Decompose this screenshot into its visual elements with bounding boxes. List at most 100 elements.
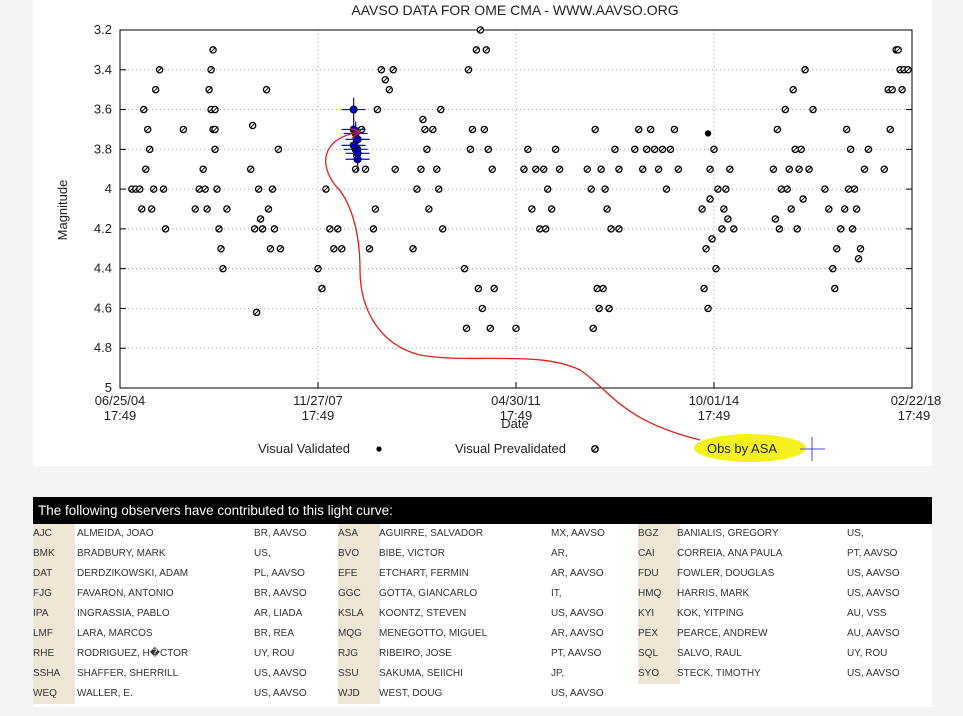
prevalidated-hatch [208,67,214,73]
annotation-arrow [325,131,701,441]
prevalidated-point [831,284,839,293]
observer-code: WJD [338,684,380,704]
prevalidated-point [334,225,342,233]
prevalidated-hatch [838,226,844,232]
prevalidated-point [468,125,477,134]
prevalidated-point [825,205,833,213]
legend: Visual Validated Visual Prevalidated Obs… [258,434,825,462]
prevalidated-hatch [212,127,218,132]
observer-name: CORREIA, ANA PAULA [677,548,783,559]
prevalidated-hatch [604,206,610,212]
asa-marker [353,155,362,164]
observer-code: RHE [33,644,75,664]
prevalidated-hatch [276,146,281,152]
x-tick-time: 17:49 [500,408,533,423]
prevalidated-hatch [895,47,901,53]
prevalidated-point [423,145,431,154]
axes: 3.23.43.63.844.24.44.64.8506/25/0417:491… [94,22,941,423]
prevalidated-hatch [137,186,143,192]
prevalidated-hatch [139,206,145,212]
chart-title: AAVSO DATA FOR OME CMA - WWW.AAVSO.ORG [351,2,678,18]
prevalidated-hatch [481,127,487,132]
prevalidated-point [836,225,845,233]
observer-name: BIBE, VICTOR [379,548,445,559]
prevalidated-point [781,105,790,114]
legend-marker-validated [376,446,382,452]
prevalidated-hatch [367,246,372,252]
table-row: BMK BRADBURY, MARK US, BVO BIBE, VICTOR AR, CA… [33,544,932,564]
prevalidated-point [248,121,257,130]
prevalidated-hatch [224,206,230,212]
light-curve-chart: AAVSO DATA FOR OME CMA - WWW.AAVSO.ORG M… [55,2,941,462]
prevalidated-hatch [392,166,398,172]
x-tick-time: 17:49 [698,408,731,423]
prevalidated-hatch [725,216,731,222]
prevalidated-hatch [468,146,473,152]
prevalidated-hatch [810,107,816,112]
prevalidated-point [674,165,683,173]
prevalidated-point [391,165,399,173]
prevalidated-point [466,145,475,154]
prevalidated-point [789,85,797,94]
prevalidated-point [702,245,710,253]
prevalidated-hatch [464,325,469,331]
observer-name: PEARCE, ANDREW [677,628,768,639]
prevalidated-point [635,125,643,134]
y-tick-label: 4.6 [94,300,112,315]
observer-name: GOTTA, GIANCARLO [379,588,478,599]
annotation-label: Obs by ASA [707,441,777,456]
observer-location: JP, [551,668,565,679]
prevalidated-point [213,185,221,193]
observer-code: SQL [638,644,680,664]
annotation-highlight [694,434,806,462]
prevalidated-hatch [723,186,729,192]
prevalidated-hatch [470,127,475,132]
prevalidated-hatch [331,246,337,252]
observer-name: WALLER, E. [77,688,133,699]
prevalidated-hatch [703,246,709,252]
table-row: LMF LARA, MARCOS BR, REA MQG MENEGOTTO, MIGU… [33,624,932,644]
observer-name: RODRIGUEZ, H�CTOR [77,648,189,659]
prevalidated-point [650,145,659,154]
prevalidated-point [215,225,223,233]
prevalidated-hatch [616,166,622,172]
prevalidated-point [314,264,322,273]
prevalidated-hatch [786,166,792,172]
prevalidated-point [793,225,801,233]
prevalidated-point [361,165,370,173]
prevalidated-point [844,185,853,193]
observer-name: WEST, DOUG [379,688,443,699]
prevalidated-point [274,145,283,154]
prevalidated-point [587,185,595,193]
prevalidated-hatch [788,206,794,212]
observer-location: IT, [551,588,562,599]
prevalidated-point [268,185,277,193]
observer-code: BVO [338,544,380,564]
prevalidated-hatch [881,166,887,172]
prevalidated-hatch [866,146,871,152]
observer-code: BGZ [638,524,680,544]
prevalidated-hatch [440,226,446,232]
prevalidated-point [615,165,623,173]
prevalidated-point [615,225,623,233]
prevalidated-point [373,105,382,114]
observer-code: AJC [33,524,75,544]
prevalidated-hatch [664,186,669,192]
prevalidated-hatch [707,166,713,172]
observer-location: US, AAVSO [847,568,900,579]
x-tick-date: 06/25/04 [95,393,146,408]
prevalidated-point [864,145,873,154]
prevalidated-hatch [800,196,806,202]
prevalidated-point [791,145,799,154]
prevalidated-point [138,205,146,213]
prevalidated-hatch [436,186,442,192]
observer-location: US, [254,548,271,559]
prevalidated-hatch [676,166,681,172]
prevalidated-point [488,165,496,173]
prevalidated-hatch [474,47,479,53]
prevalidated-point [670,125,679,134]
prevalidated-hatch [584,166,590,172]
observer-name: SHAFFER, SHERRILL [77,668,179,679]
observer-code: PEX [638,624,680,644]
observer-location: US, AAVSO [254,668,307,679]
